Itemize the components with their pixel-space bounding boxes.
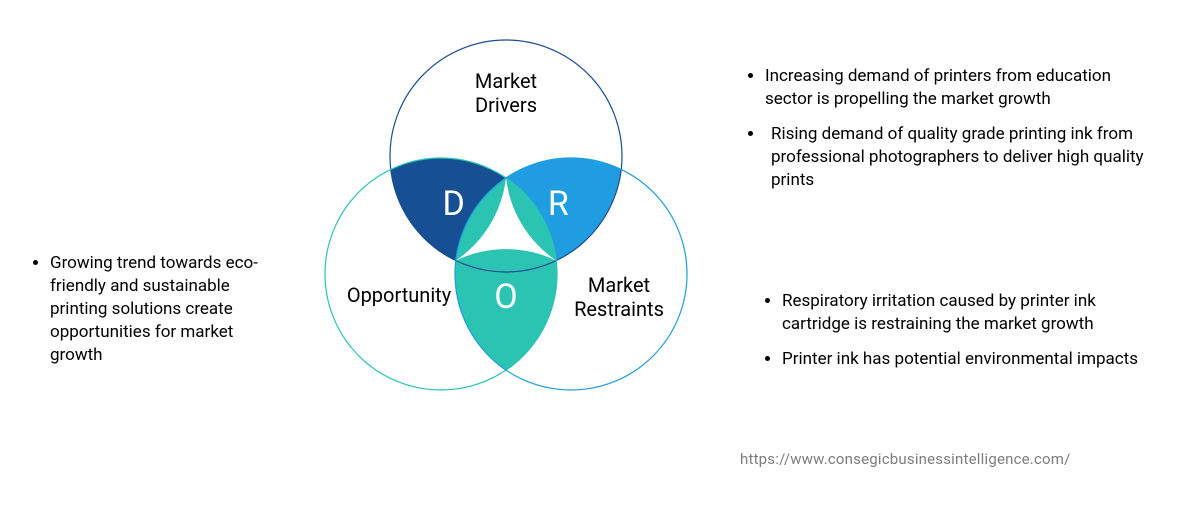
list-item: Growing trend towards eco-friendly and s… [50,252,270,367]
venn-diagram: DROMarketDriversOpportunityMarketRestrai… [286,20,726,460]
restraints-bullets: Respiratory irritation caused by printer… [762,290,1152,383]
label-opportunity: Opportunity [347,283,452,307]
lens-letter-r: R [548,184,569,224]
lens-letter-d: D [442,184,464,224]
opportunity-bullets: Growing trend towards eco-friendly and s… [30,252,270,379]
list-item: Increasing demand of printers from educa… [765,65,1145,111]
list-item: Respiratory irritation caused by printer… [782,290,1152,336]
label-drivers-line2: Drivers [475,93,537,117]
label-restraints-line1: Market [588,273,650,297]
diagram-canvas: Growing trend towards eco-friendly and s… [0,0,1177,508]
list-item: Rising demand of quality grade printing … [765,123,1145,192]
label-restraints-line2: Restraints [574,297,664,321]
list-item: Printer ink has potential environmental … [782,348,1152,371]
label-drivers-line1: Market [475,69,537,93]
attribution-text: https://www.consegicbusinessintelligence… [740,450,1071,468]
lens-letter-o: O [494,277,517,317]
drivers-bullets: Increasing demand of printers from educa… [745,65,1145,204]
